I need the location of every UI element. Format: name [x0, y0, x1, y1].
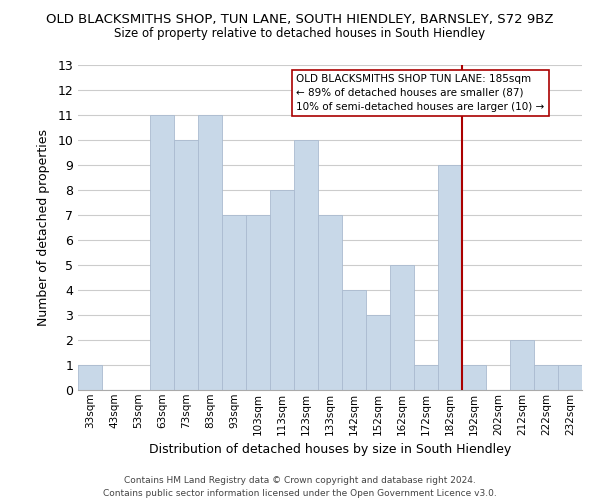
Bar	[198, 115, 222, 390]
Bar	[294, 140, 318, 390]
Bar	[78, 365, 102, 390]
Text: Contains HM Land Registry data © Crown copyright and database right 2024.
Contai: Contains HM Land Registry data © Crown c…	[103, 476, 497, 498]
Text: OLD BLACKSMITHS SHOP TUN LANE: 185sqm
← 89% of detached houses are smaller (87)
: OLD BLACKSMITHS SHOP TUN LANE: 185sqm ← …	[296, 74, 545, 112]
Bar	[270, 190, 294, 390]
Bar	[150, 115, 174, 390]
Text: Size of property relative to detached houses in South Hiendley: Size of property relative to detached ho…	[115, 28, 485, 40]
Y-axis label: Number of detached properties: Number of detached properties	[37, 129, 50, 326]
Bar	[342, 290, 366, 390]
X-axis label: Distribution of detached houses by size in South Hiendley: Distribution of detached houses by size …	[149, 443, 511, 456]
Bar	[222, 215, 246, 390]
Bar	[510, 340, 534, 390]
Bar	[462, 365, 486, 390]
Text: OLD BLACKSMITHS SHOP, TUN LANE, SOUTH HIENDLEY, BARNSLEY, S72 9BZ: OLD BLACKSMITHS SHOP, TUN LANE, SOUTH HI…	[46, 12, 554, 26]
Bar	[174, 140, 198, 390]
Bar	[438, 165, 462, 390]
Bar	[318, 215, 342, 390]
Bar	[534, 365, 558, 390]
Bar	[366, 315, 390, 390]
Bar	[246, 215, 270, 390]
Bar	[390, 265, 414, 390]
Bar	[414, 365, 438, 390]
Bar	[558, 365, 582, 390]
